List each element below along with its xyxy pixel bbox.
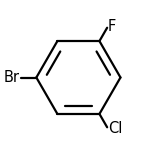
Text: F: F — [108, 19, 116, 34]
Text: Cl: Cl — [108, 121, 122, 136]
Text: Br: Br — [4, 70, 20, 85]
